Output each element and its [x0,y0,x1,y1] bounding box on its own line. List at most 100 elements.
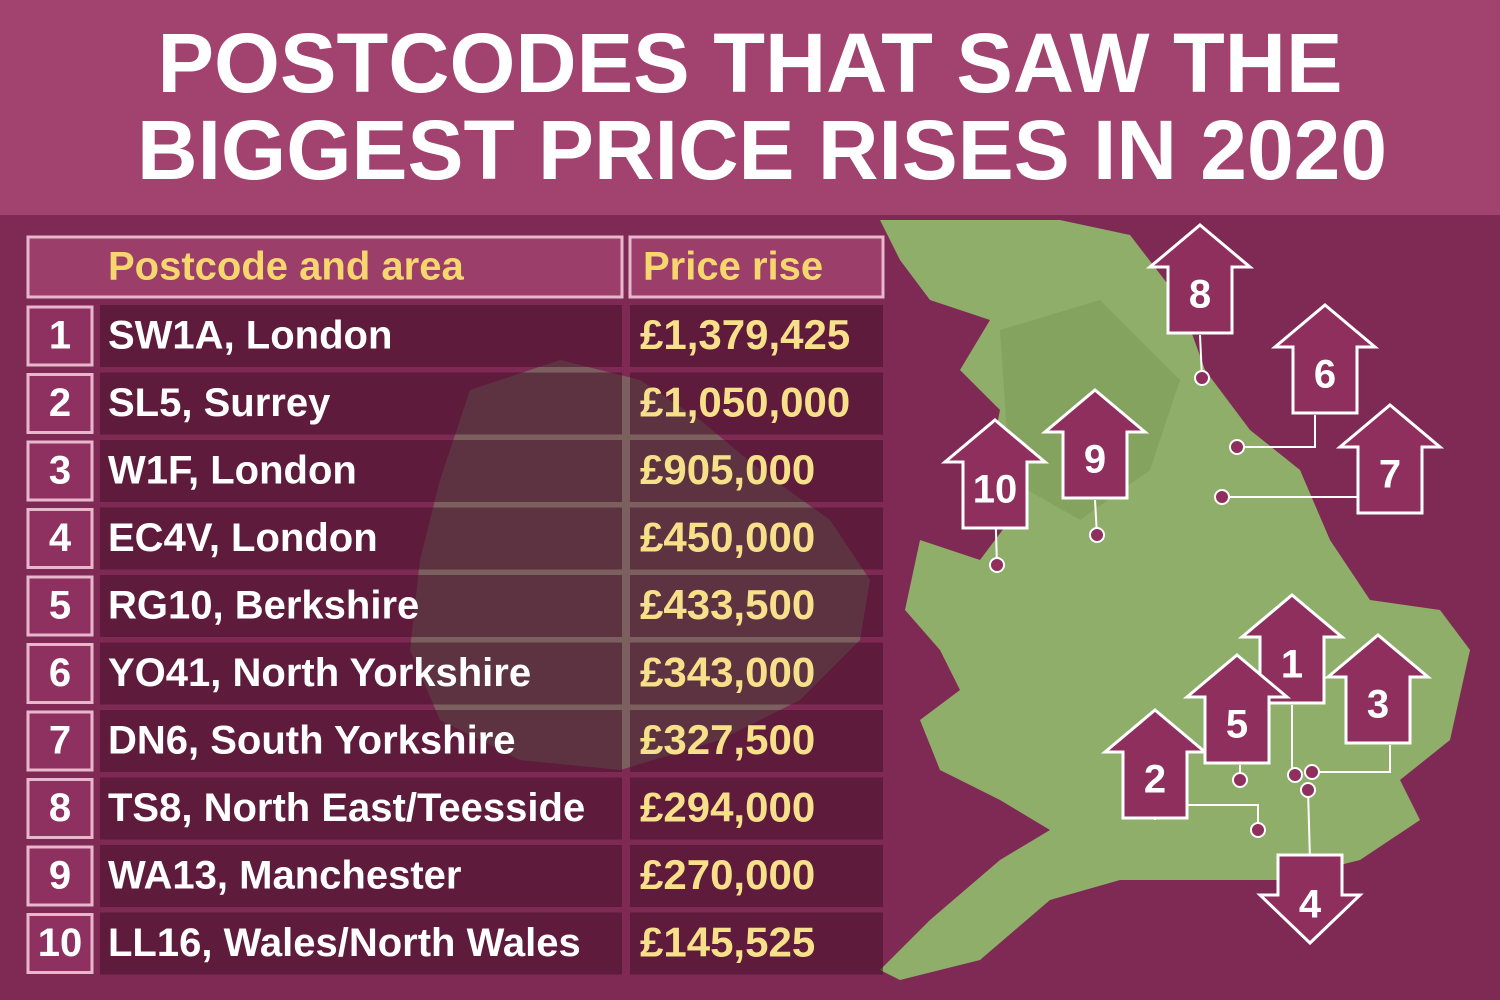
rank-box [26,913,94,974]
row-background [630,642,883,705]
marker-label: 2 [1144,758,1166,802]
location-dot [989,557,1005,573]
location-dot [1089,527,1105,543]
row-background [100,440,622,502]
rank-box [26,508,94,569]
location-dot [1229,439,1245,455]
row-background [630,372,883,435]
rank: 1 [49,314,71,358]
price-rise: £1,379,425 [640,311,850,358]
location-dot [1300,782,1316,798]
row-background [100,845,622,907]
row-background [630,710,883,772]
marker-arrow [1145,223,1255,335]
row-background [630,305,883,367]
postcode-area: WA13, Manchester [108,854,461,898]
row-background [100,777,622,840]
row-background [630,845,883,907]
title-band [0,0,1500,215]
price-rise: £270,000 [640,851,815,898]
postcode-area: SL5, Surrey [108,381,331,425]
postcode-area: W1F, London [108,449,357,493]
marker-label: 5 [1226,703,1248,747]
marker-label: 10 [973,468,1018,512]
marker-arrow [1335,403,1445,515]
rank: 2 [49,381,71,425]
postcode-area: DN6, South Yorkshire [108,719,516,763]
location-dot [1232,772,1248,788]
rank-box [26,643,94,704]
rank: 9 [49,854,71,898]
price-rise: £433,500 [640,581,815,628]
marker-arrow [1040,388,1150,500]
price-rise: £1,050,000 [640,379,850,426]
row-background [100,642,622,705]
title-line: BIGGEST PRICE RISES IN 2020 [137,103,1387,197]
postcode-area: LL16, Wales/North Wales [108,921,581,965]
rank: 4 [49,516,72,560]
marker-label: 9 [1084,438,1106,482]
rank: 7 [49,719,71,763]
price-rise: £145,525 [640,919,815,966]
rank-box [26,575,94,637]
location-dot [1194,370,1210,386]
rank: 6 [49,651,71,695]
row-background [630,440,883,502]
leader-line [1307,789,1311,861]
rank-box [26,710,94,772]
row-background [100,710,622,772]
marker-label: 3 [1367,683,1389,727]
marker-label: 1 [1281,643,1303,687]
rank-box [26,778,94,839]
rank: 3 [49,449,71,493]
row-background [630,912,883,975]
price-rise: £343,000 [640,649,815,696]
leader-line [1312,745,1391,773]
rank-box [26,440,94,502]
leader-line [1237,415,1316,448]
row-background [100,575,622,637]
rank: 10 [38,921,83,965]
marker-arrow [1100,708,1210,820]
row-background [100,305,622,367]
row-background [630,777,883,840]
header-cell [26,235,624,299]
marker-arrow [1323,633,1433,745]
price-rise: £905,000 [640,446,815,493]
rank: 5 [49,584,71,628]
price-rise: £294,000 [640,784,815,831]
table: Postcode and area Price rise 1 SW1A, London… [26,235,885,975]
marker-label: 6 [1314,353,1336,397]
location-dot [1250,822,1266,838]
row-background [630,507,883,570]
row-background [100,372,622,435]
location-dot [1214,489,1230,505]
title-line: POSTCODES THAT SAW THE [158,16,1343,110]
marker-label: 8 [1189,273,1211,317]
marker-arrow [940,418,1050,530]
rank-box [26,373,94,434]
map-markers: 1 2 3 4 5 6 7 8 9 10 [940,223,1445,946]
postcode-area: TS8, North East/Teesside [108,786,585,830]
marker-arrow [1256,853,1364,946]
price-rise: £450,000 [640,514,815,561]
rank: 8 [49,786,71,830]
marker-label: 4 [1299,883,1322,927]
postcode-area: EC4V, London [108,516,378,560]
row-background [630,575,883,637]
postcode-area: SW1A, London [108,314,392,358]
row-background [100,507,622,570]
price-rise: £327,500 [640,716,815,763]
postcode-area: RG10, Berkshire [108,584,419,628]
postcode-area: YO41, North Yorkshire [108,651,531,695]
rank-box [26,845,94,907]
marker-arrow [1270,303,1380,415]
header-cell [628,235,885,299]
marker-arrow [1182,653,1292,765]
marker-label: 7 [1379,453,1401,497]
rank-box [26,305,94,367]
location-dot [1304,764,1320,780]
column-header: Price rise [643,245,823,289]
location-dot [1287,767,1303,783]
